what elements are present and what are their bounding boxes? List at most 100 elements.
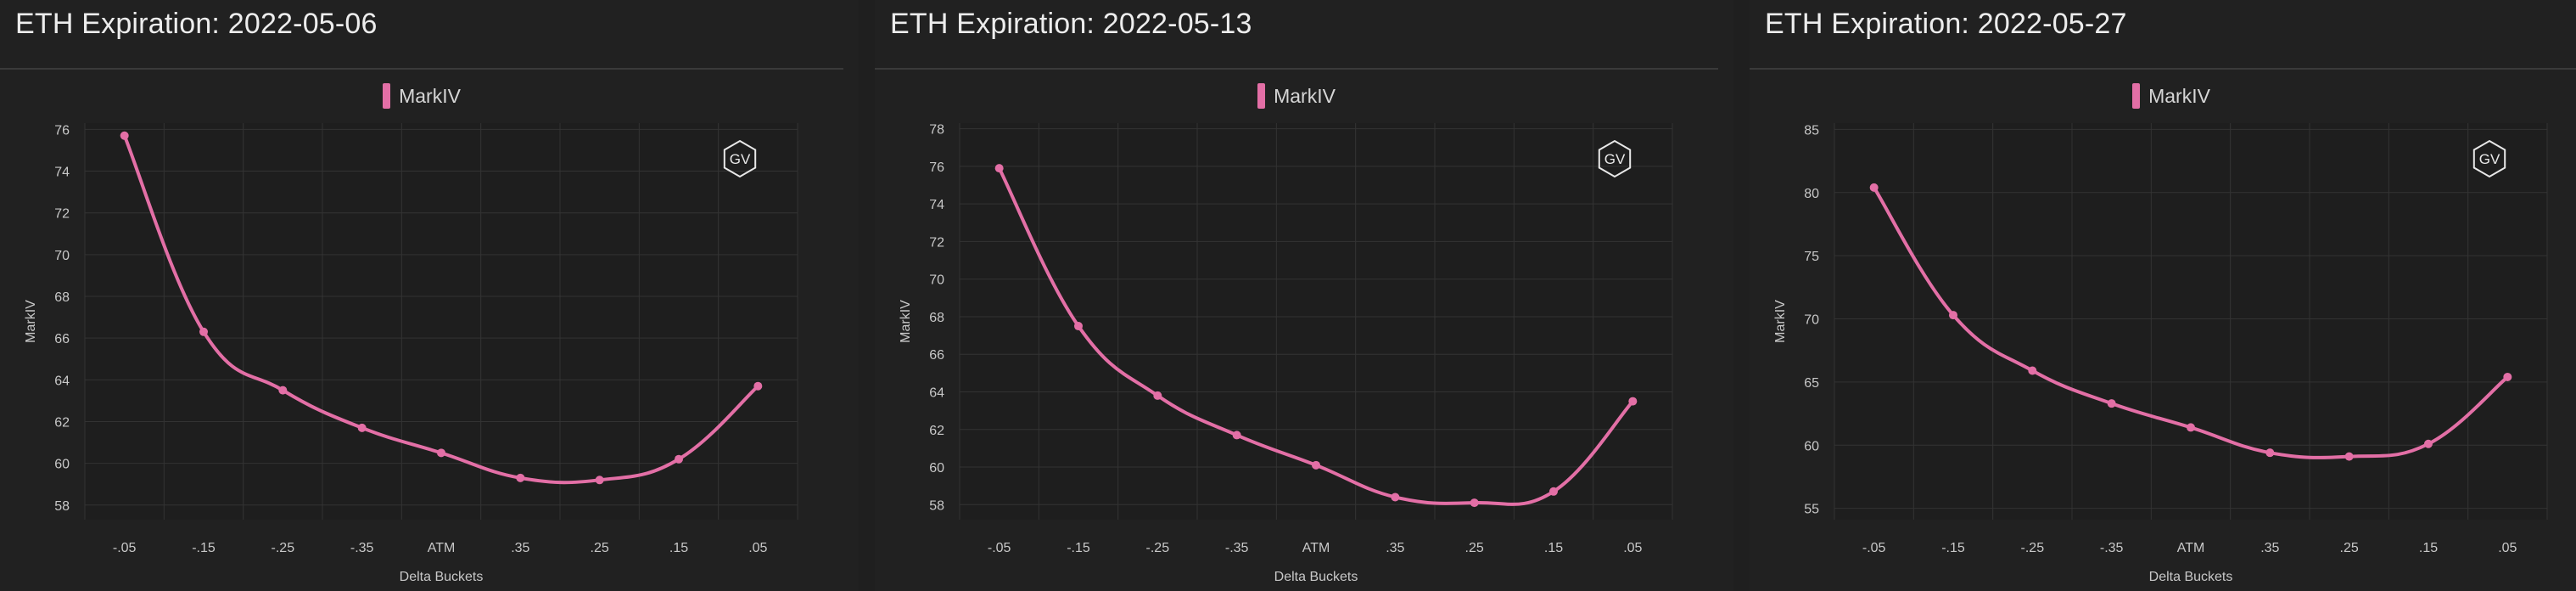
x-tick-label: -.05: [113, 541, 137, 555]
panel-title: ETH Expiration: 2022-05-06: [15, 8, 378, 40]
x-tick-label: -.35: [350, 541, 374, 555]
y-tick-label: 80: [1804, 187, 1819, 201]
y-tick-label: 62: [929, 424, 944, 438]
y-tick-label: 62: [54, 415, 70, 430]
data-point: [1153, 391, 1162, 400]
chart-panel-3: ETH Expiration: 2022-05-27 MarkIV 55 60 65…: [1750, 0, 2576, 591]
x-tick-label: .05: [748, 541, 767, 555]
y-axis-label: MarkIV: [1773, 300, 1788, 343]
x-tick-label: .35: [511, 541, 529, 555]
data-point: [357, 423, 367, 432]
x-tick-label: .25: [591, 541, 609, 555]
y-tick-label: 60: [1804, 439, 1819, 453]
data-point: [595, 476, 604, 485]
x-tick-label: -.25: [2021, 541, 2045, 555]
x-tick-label: .15: [1544, 541, 1563, 555]
data-point: [199, 327, 208, 336]
y-axis-label: MarkIV: [24, 300, 38, 343]
data-point: [1232, 431, 1241, 440]
y-tick-label: 68: [54, 290, 70, 305]
y-tick-label: 74: [54, 166, 70, 180]
y-axis-label: MarkIV: [899, 300, 913, 343]
data-point: [120, 131, 129, 140]
data-point: [2028, 366, 2037, 375]
data-point: [516, 473, 525, 482]
x-tick-label: ATM: [428, 541, 456, 555]
title-divider: [0, 68, 843, 70]
y-tick-label: 70: [929, 273, 944, 288]
data-point: [2503, 372, 2512, 381]
y-tick-label: 76: [54, 123, 70, 138]
legend-label: MarkIV: [2148, 84, 2210, 107]
gv-logo-text: GV: [1604, 151, 1626, 167]
x-tick-label: .15: [2419, 541, 2438, 555]
series-line-markiv: [997, 166, 1635, 506]
legend-label: MarkIV: [399, 84, 461, 107]
x-tick-label: -.35: [1225, 541, 1249, 555]
data-point: [675, 454, 683, 464]
y-tick-label: 55: [1804, 503, 1819, 517]
y-tick-label: 72: [54, 207, 70, 222]
x-tick-label: -.05: [1862, 541, 1886, 555]
y-tick-label: 66: [54, 332, 70, 346]
y-tick-label: 85: [1804, 123, 1819, 138]
data-point: [2265, 448, 2275, 458]
y-tick-label: 58: [929, 498, 944, 513]
y-tick-label: 64: [54, 374, 70, 388]
data-point: [278, 386, 288, 395]
x-tick-label: ATM: [2177, 541, 2205, 555]
y-tick-label: 70: [1804, 313, 1819, 328]
data-point: [1074, 322, 1083, 331]
data-point: [753, 381, 763, 391]
y-tick-label: 66: [929, 348, 944, 363]
panel-title: ETH Expiration: 2022-05-13: [890, 8, 1252, 40]
y-tick-label: 65: [1804, 376, 1819, 391]
data-point: [1949, 311, 1957, 320]
iv-smile-chart: 55 60 65 70 75 80 85 -.05 -.15 -.25 -.35 ATM .35 .25.…: [1773, 123, 2548, 584]
panel-title: ETH Expiration: 2022-05-27: [1765, 8, 2127, 40]
x-tick-label: .35: [2260, 541, 2279, 555]
y-tick-label: 78: [929, 123, 944, 138]
x-tick-label: .05: [1623, 541, 1642, 555]
data-point: [2187, 423, 2195, 432]
x-axis-label: Delta Buckets: [1274, 570, 1358, 584]
gv-logo-icon: [1598, 139, 1632, 178]
chart-legend[interactable]: MarkIV: [1750, 83, 2576, 109]
x-tick-label: .35: [1386, 541, 1404, 555]
x-axis-label: Delta Buckets: [400, 570, 484, 584]
x-axis-label: Delta Buckets: [2149, 570, 2233, 584]
data-point: [1869, 183, 1879, 192]
gv-logo-icon: [723, 139, 757, 178]
gv-logo-text: GV: [2479, 151, 2500, 167]
title-divider: [1750, 68, 2576, 70]
x-tick-label: -.25: [1146, 541, 1170, 555]
data-point: [1470, 498, 1479, 508]
y-tick-label: 60: [54, 458, 70, 472]
x-tick-label: -.15: [1067, 541, 1090, 555]
legend-swatch: [1257, 83, 1266, 109]
y-tick-label: 72: [929, 235, 944, 250]
legend-swatch: [383, 83, 391, 109]
x-tick-label: -.15: [192, 541, 216, 555]
x-tick-label: -.35: [2100, 541, 2124, 555]
chart-panel-2: ETH Expiration: 2022-05-13 MarkIV 58 60 62…: [875, 0, 1733, 591]
title-divider: [875, 68, 1718, 70]
gv-logo-icon: [2472, 139, 2506, 178]
x-tick-label: -.15: [1941, 541, 1965, 555]
iv-smile-chart: 58 60 62 64 66 68 70 72 74 76 -.05 -.15 -.25 -.35 ATM.…: [24, 123, 798, 584]
x-tick-label: .05: [2498, 541, 2517, 555]
y-tick-label: 68: [929, 311, 944, 325]
x-tick-label: -.05: [988, 541, 1011, 555]
y-tick-label: 58: [54, 499, 70, 514]
y-tick-label: 64: [929, 386, 944, 400]
x-tick-label: .25: [1465, 541, 1484, 555]
y-tick-label: 60: [929, 461, 944, 476]
data-point: [1391, 492, 1400, 502]
y-tick-label: 76: [929, 160, 944, 175]
chart-legend[interactable]: MarkIV: [875, 83, 1718, 109]
chart-legend[interactable]: MarkIV: [0, 83, 843, 109]
data-point: [2107, 399, 2116, 408]
x-tick-label: .25: [2340, 541, 2359, 555]
plot-area: [85, 123, 798, 520]
data-point: [2424, 439, 2433, 448]
